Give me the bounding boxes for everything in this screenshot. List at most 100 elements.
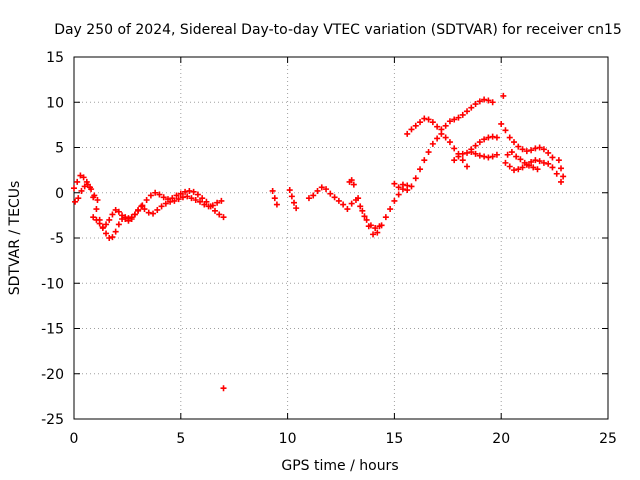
data-point xyxy=(446,139,453,146)
data-point xyxy=(502,159,509,166)
data-point xyxy=(511,167,518,174)
data-point xyxy=(455,114,462,121)
data-point xyxy=(310,192,317,199)
data-point xyxy=(434,135,441,142)
data-point xyxy=(421,157,428,164)
data-point xyxy=(489,153,496,160)
data-point xyxy=(472,101,479,108)
data-point xyxy=(506,134,513,141)
data-point xyxy=(468,104,475,111)
data-point xyxy=(485,154,492,161)
data-point xyxy=(93,206,100,213)
series-arc-4b xyxy=(346,177,383,232)
series-arc-1b xyxy=(72,181,101,205)
data-point xyxy=(459,150,466,157)
data-point xyxy=(472,142,479,149)
data-point xyxy=(103,230,110,237)
data-point xyxy=(485,97,492,104)
data-point xyxy=(139,202,146,209)
series-arc-2b xyxy=(141,193,225,217)
data-point xyxy=(442,134,449,141)
data-point xyxy=(173,192,180,199)
data-point xyxy=(367,222,374,229)
data-point xyxy=(412,175,419,182)
data-point xyxy=(376,223,383,230)
data-point xyxy=(519,164,526,171)
data-point xyxy=(138,203,145,210)
data-point xyxy=(96,220,103,227)
data-point xyxy=(485,134,492,141)
data-point xyxy=(555,157,562,164)
data-point xyxy=(327,190,334,197)
data-point xyxy=(197,198,204,205)
series-arc-9 xyxy=(498,120,556,161)
data-point xyxy=(517,156,524,163)
data-point xyxy=(220,214,227,221)
series-arc-1 xyxy=(71,172,138,241)
data-point xyxy=(532,157,539,164)
data-point xyxy=(115,221,122,228)
data-point xyxy=(489,99,496,106)
data-point xyxy=(464,163,471,170)
data-point xyxy=(167,198,174,205)
data-point xyxy=(464,149,471,156)
data-point xyxy=(194,191,201,198)
data-point xyxy=(218,197,225,204)
x-tick-label: 25 xyxy=(599,431,617,447)
data-point xyxy=(361,213,368,220)
data-point xyxy=(536,144,543,151)
data-point xyxy=(540,146,547,153)
data-point xyxy=(404,187,411,194)
data-point xyxy=(158,203,165,210)
data-point xyxy=(359,207,366,214)
data-point xyxy=(323,186,330,193)
data-point xyxy=(363,216,370,223)
data-point xyxy=(81,183,88,190)
data-point xyxy=(459,111,466,118)
data-point xyxy=(150,210,157,217)
data-point xyxy=(476,139,483,146)
data-point xyxy=(395,184,402,191)
data-point xyxy=(135,207,142,214)
series-arc-8 xyxy=(468,133,500,153)
series-arc-11 xyxy=(500,92,567,180)
data-point xyxy=(357,203,364,210)
data-point xyxy=(350,181,357,188)
data-point xyxy=(387,206,394,213)
data-point xyxy=(216,211,223,218)
data-point xyxy=(293,205,300,212)
data-point xyxy=(94,196,101,203)
data-point xyxy=(77,172,84,179)
data-point xyxy=(122,215,129,222)
data-point xyxy=(179,194,186,201)
data-point xyxy=(528,158,535,165)
x-axis-ticks: 0 5 10 15 20 25 xyxy=(70,57,617,447)
data-point xyxy=(481,96,488,103)
x-tick-label: 0 xyxy=(70,431,79,447)
data-point xyxy=(106,235,113,241)
x-tick-label: 10 xyxy=(279,431,297,447)
data-point xyxy=(331,194,338,201)
data-point xyxy=(115,208,122,215)
data-point xyxy=(464,108,471,115)
data-point xyxy=(340,201,347,208)
data-point xyxy=(143,196,150,203)
data-point xyxy=(515,143,522,150)
data-point xyxy=(205,203,212,210)
data-point xyxy=(71,185,77,192)
series-outlier xyxy=(220,385,227,392)
data-point xyxy=(72,198,79,205)
data-point xyxy=(530,164,537,171)
data-point xyxy=(481,136,488,143)
data-point xyxy=(434,123,441,130)
data-point xyxy=(504,151,511,158)
data-point xyxy=(106,216,113,223)
y-tick-label: -15 xyxy=(41,322,64,338)
data-point xyxy=(156,191,163,198)
data-point xyxy=(545,149,552,156)
data-point xyxy=(545,160,552,167)
data-point xyxy=(182,188,189,195)
series-arc-1c xyxy=(90,203,145,231)
data-point xyxy=(152,189,159,196)
data-point xyxy=(382,214,389,221)
